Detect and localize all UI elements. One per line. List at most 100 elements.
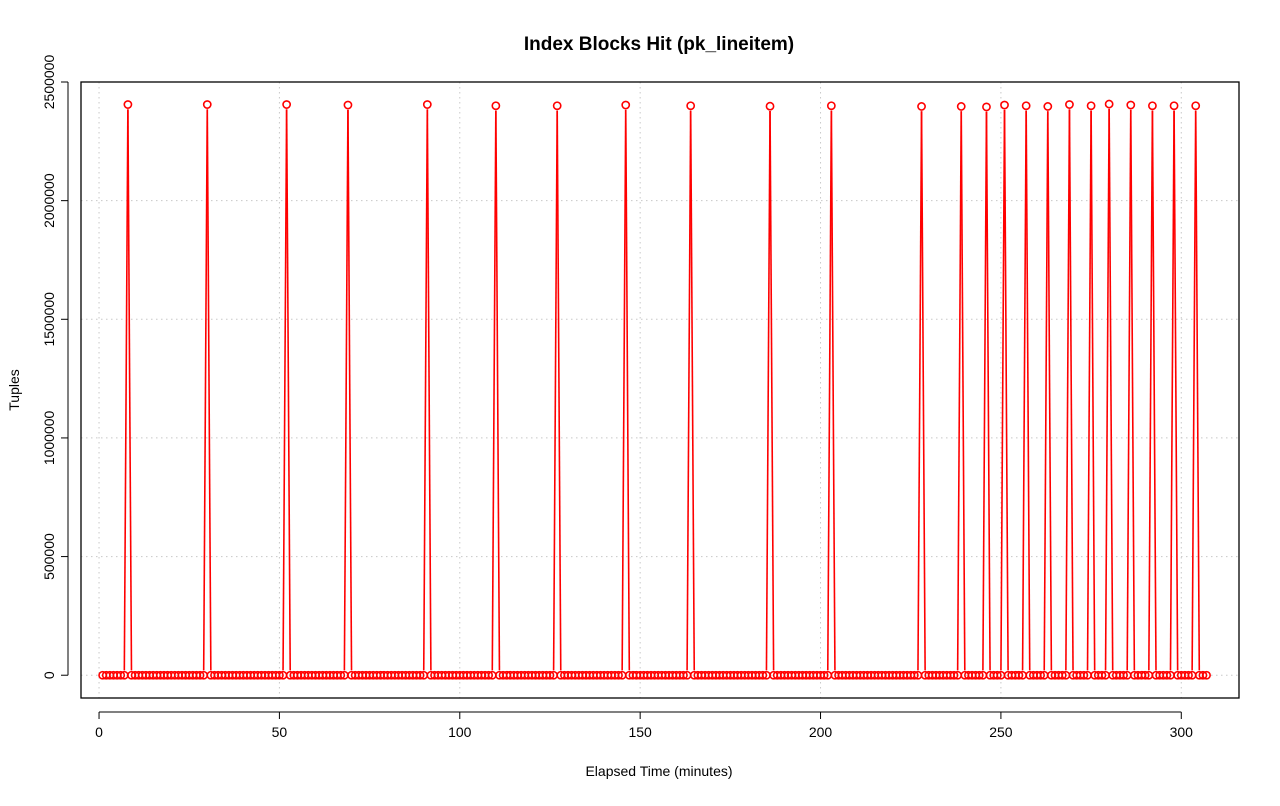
x-tick-label: 250: [989, 724, 1013, 740]
data-point: [484, 670, 494, 680]
series-segment: [1003, 109, 1009, 671]
data-point: [949, 670, 959, 680]
series-segment: [1021, 110, 1027, 671]
x-tick-label: 300: [1170, 724, 1194, 740]
series-segment: [769, 110, 775, 671]
spike-point: [202, 100, 212, 109]
data-point: [1119, 670, 1128, 680]
y-tick-label: 500000: [41, 533, 57, 580]
x-tick-label: 150: [628, 724, 652, 740]
series-segment: [917, 111, 923, 671]
data-point: [819, 670, 829, 680]
series-tuples: [98, 99, 1211, 680]
x-tick-label: 200: [809, 724, 833, 740]
series-segment: [282, 109, 288, 671]
spike-point: [1065, 100, 1074, 109]
spike-point: [982, 102, 991, 112]
series-segment: [1086, 110, 1092, 671]
data-point: [758, 670, 768, 680]
x-tick-label: 100: [448, 724, 472, 740]
x-axis-label: Elapsed Time (minutes): [585, 763, 732, 779]
series-segment: [1151, 110, 1157, 671]
series-segment: [347, 109, 353, 671]
data-point: [1097, 670, 1107, 680]
spike-point: [826, 101, 836, 111]
series-segment: [1025, 110, 1031, 671]
series-segment: [1169, 110, 1175, 671]
series-segment: [686, 110, 692, 671]
data-point: [1140, 670, 1150, 680]
data-point: [992, 670, 1002, 680]
spike-point: [343, 100, 353, 110]
series-segment: [1000, 109, 1006, 671]
series-segment: [1104, 108, 1110, 671]
data-point: [275, 670, 284, 680]
spike-point: [282, 100, 292, 109]
axes: 0 50 100 150 200 250 300 0 500000 1000000 1500000 2…: [41, 55, 1193, 740]
y-tick-label: 1500000: [41, 292, 57, 347]
series-segment: [206, 109, 212, 671]
spike-point: [552, 101, 562, 111]
series-segment: [1126, 109, 1132, 671]
spike-point: [422, 100, 432, 109]
series-segment: [826, 110, 833, 671]
series-segment: [624, 109, 631, 671]
spike-point: [686, 101, 696, 111]
data-point: [545, 670, 555, 680]
data-point: [1079, 670, 1089, 680]
series-segment: [1068, 109, 1074, 671]
series-segment: [495, 110, 501, 671]
spike-point: [917, 102, 926, 111]
series-segment: [956, 111, 962, 671]
series-segment: [422, 109, 429, 671]
spike-point: [621, 100, 631, 110]
y-axis-label: Tuples: [6, 369, 22, 411]
chart-title: Index Blocks Hit (pk_lineitem): [524, 34, 794, 55]
series-segment: [127, 109, 133, 671]
series-segment: [552, 110, 558, 671]
data-point: [195, 670, 205, 680]
data-point: [1014, 670, 1024, 680]
series-segment: [765, 110, 771, 671]
spike-point: [956, 102, 966, 111]
data-point: [336, 670, 346, 680]
spike-point: [1169, 101, 1179, 111]
spike-point: [1104, 99, 1114, 109]
spike-point: [765, 101, 775, 111]
data-point: [1057, 670, 1067, 680]
series-segment: [1047, 111, 1053, 671]
spike-point: [1086, 101, 1096, 111]
series-segment: [343, 109, 349, 671]
spike-point: [1191, 101, 1201, 111]
series-segment: [1090, 110, 1096, 671]
data-point: [909, 670, 919, 680]
series-segment: [1065, 109, 1071, 671]
plot-border: [80, 81, 1240, 699]
data-point: [415, 670, 425, 680]
spike-point: [1126, 100, 1136, 110]
series-segment: [491, 110, 497, 671]
series-segment: [202, 109, 209, 671]
y-tick-label: 2000000: [41, 173, 57, 228]
data-point: [974, 670, 984, 680]
series-segment: [1194, 110, 1201, 671]
data-point: [679, 670, 688, 680]
data-point: [1036, 670, 1045, 680]
x-tick-label: 50: [272, 724, 288, 740]
y-tick-label: 2500000: [41, 55, 57, 110]
data-point: [1162, 670, 1172, 680]
data-point: [1198, 670, 1208, 680]
data-point: [116, 670, 126, 680]
series-segment: [285, 109, 292, 671]
series-segment: [689, 110, 696, 671]
series-segment: [426, 109, 432, 671]
y-tick-label: 0: [41, 671, 57, 679]
series-segment: [960, 111, 966, 671]
spike-point: [1043, 102, 1053, 111]
series-segment: [556, 110, 562, 671]
series-segment: [1130, 109, 1136, 671]
data-point: [614, 670, 623, 680]
series-segment: [123, 109, 129, 671]
data-point: [1184, 670, 1193, 680]
